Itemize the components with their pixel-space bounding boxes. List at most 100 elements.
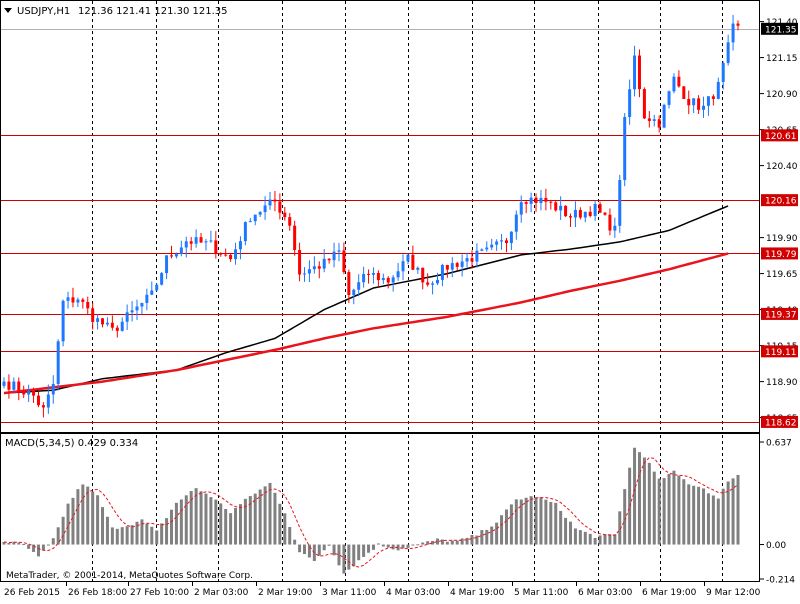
- macd-bar: [396, 544, 400, 551]
- macd-bar: [71, 497, 75, 545]
- candle-bear: [278, 201, 282, 213]
- macd-bar: [169, 509, 173, 545]
- macd-bar: [66, 503, 70, 545]
- macd-bar: [135, 521, 139, 545]
- macd-bar: [56, 527, 60, 545]
- macd-bar: [642, 457, 646, 545]
- candle-bull: [268, 199, 272, 206]
- macd-bar: [633, 447, 637, 545]
- candle-bull: [194, 237, 198, 244]
- macd-bar: [465, 537, 469, 545]
- candle-bear: [342, 250, 346, 273]
- price-tick-label: 120.90: [766, 90, 798, 100]
- candle-bull: [559, 205, 563, 211]
- candle-bull: [66, 297, 70, 301]
- candle-bear: [288, 217, 292, 226]
- macd-bar: [2, 541, 6, 545]
- macd-bar: [692, 485, 696, 545]
- candle-bull: [46, 394, 50, 408]
- macd-bar: [431, 540, 435, 545]
- candle-bull: [460, 261, 464, 267]
- symbol-label: USDJPY,H1: [17, 6, 70, 17]
- candle-bear: [642, 89, 646, 119]
- candle-bear: [7, 381, 11, 390]
- candle-bull: [485, 247, 489, 250]
- macd-bar: [539, 497, 543, 545]
- macd-bar: [608, 534, 612, 545]
- candle-bull: [51, 383, 55, 395]
- ohlc-label: 121.36 121.41 121.30 121.35: [78, 6, 228, 17]
- candle-bull: [726, 42, 730, 64]
- candle-bear: [657, 119, 661, 128]
- time-tick-label: 2 Mar 19:00: [258, 588, 313, 598]
- candle-bull: [490, 244, 494, 248]
- macd-bar: [381, 544, 385, 547]
- macd-bar: [322, 544, 326, 551]
- macd-tick-label: 0.637: [766, 439, 792, 449]
- macd-bar: [682, 479, 686, 545]
- candle-bear: [687, 98, 691, 106]
- macd-bar: [155, 530, 159, 545]
- macd-bar: [347, 544, 351, 570]
- candle-bull: [184, 241, 188, 248]
- macd-bar: [342, 544, 346, 574]
- macd-bar: [583, 531, 587, 545]
- macd-bar: [706, 493, 710, 545]
- macd-bar: [716, 498, 720, 545]
- candle-bear: [273, 199, 277, 202]
- macd-bar: [298, 544, 302, 553]
- macd-bar: [613, 534, 617, 545]
- candle-bull: [120, 321, 124, 331]
- chart-menu-triangle-icon[interactable]: [4, 8, 12, 13]
- macd-bar: [115, 528, 119, 545]
- macd-bar: [234, 507, 238, 545]
- time-tick-label: 6 Mar 19:00: [642, 588, 697, 598]
- macd-bar: [189, 491, 193, 545]
- macd-bar: [711, 495, 715, 545]
- time-tick-label: 5 Mar 11:00: [514, 588, 569, 598]
- candle-bull: [302, 273, 306, 275]
- candle-bear: [110, 322, 114, 328]
- macd-bar: [337, 544, 341, 566]
- macd-bar: [46, 544, 50, 546]
- candle-bull: [618, 179, 622, 226]
- candle-bear: [504, 240, 508, 244]
- macd-bar: [500, 515, 504, 545]
- candle-bear: [327, 258, 331, 261]
- candle-bear: [588, 211, 592, 216]
- price-axis: 121.40121.15120.90120.65120.40119.90119.…: [760, 18, 798, 586]
- macd-panel-border: [0, 433, 760, 582]
- level-label: 120.16: [765, 197, 797, 207]
- candle-bear: [445, 265, 449, 270]
- time-tick-label: 2 Mar 03:00: [194, 588, 249, 598]
- macd-bar: [687, 484, 691, 545]
- macd-bar: [652, 471, 656, 545]
- macd-bar: [534, 497, 538, 545]
- macd-bar: [731, 478, 735, 545]
- macd-bar: [637, 452, 641, 545]
- macd-bar: [569, 521, 573, 545]
- time-axis: 26 Feb 2015 26 Feb 18:00 27 Feb 10:00 2 Mar…: [4, 582, 761, 598]
- macd-bar: [672, 470, 676, 545]
- macd-bar: [697, 486, 701, 545]
- macd-bar: [578, 530, 582, 545]
- candle-bull: [391, 277, 395, 283]
- candle-bull: [174, 253, 178, 257]
- candle-bear: [564, 205, 568, 217]
- candle-bull: [125, 312, 129, 322]
- candle-bear: [736, 23, 740, 26]
- candle-bear: [421, 267, 425, 283]
- candle-bear: [470, 258, 474, 262]
- candle-bear: [86, 301, 90, 309]
- candle-bull: [238, 241, 242, 250]
- macd-histogram: [2, 447, 740, 574]
- candle-bull: [381, 277, 385, 281]
- candle-bear: [534, 197, 538, 203]
- time-tick-label: 9 Mar 12:00: [706, 588, 761, 598]
- macd-bar: [288, 526, 292, 545]
- candle-bear: [347, 272, 351, 296]
- candle-bear: [455, 263, 459, 267]
